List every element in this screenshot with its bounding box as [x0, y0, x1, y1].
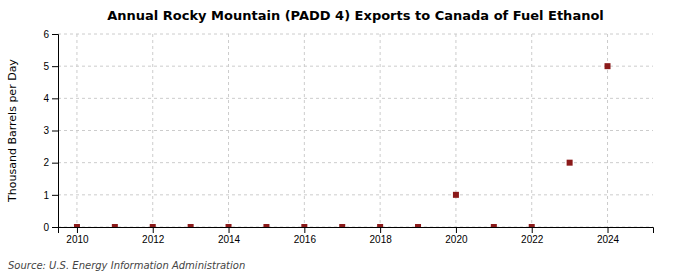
x-tick-mark — [380, 227, 381, 233]
point — [567, 160, 573, 166]
grid-line-y — [58, 162, 653, 163]
y-axis-label: Thousand Barrels per Day — [6, 59, 19, 203]
x-tick-mark — [456, 227, 457, 233]
y-tick: 1 — [43, 190, 58, 201]
chart: 2010 2012 2014 2016 2018 2020 2022 2024 0 1 2 3 4 5 6 A… — [0, 0, 675, 275]
x-tick: 2024 — [597, 227, 620, 245]
y-tick: 3 — [43, 125, 58, 136]
x-tick-label: 2022 — [521, 234, 544, 245]
point — [529, 224, 535, 227]
x-tick-mark — [608, 227, 609, 233]
y-tick-mark — [52, 66, 58, 67]
y-tick-mark — [52, 195, 58, 196]
y-axis: 0 1 2 3 4 5 6 — [43, 29, 58, 233]
x-tick: 2016 — [294, 227, 317, 245]
x-tick: 2022 — [521, 227, 544, 245]
title: Annual Rocky Mountain (PADD 4) Exports t… — [107, 8, 604, 23]
point — [339, 224, 345, 227]
x-tick: 2020 — [445, 227, 468, 245]
point — [605, 63, 611, 69]
y-tick: 0 — [43, 222, 58, 233]
y-axis-line — [52, 35, 59, 228]
y-tick-label: 2 — [43, 157, 49, 168]
x-tick-label: 2012 — [142, 234, 165, 245]
y-tick: 5 — [43, 61, 58, 72]
y-tick: 2 — [43, 157, 58, 168]
x-axis: 2010 2012 2014 2016 2018 2020 2022 2024 — [59, 227, 654, 245]
grid — [58, 34, 653, 227]
grid-line-x — [380, 34, 381, 227]
point — [377, 224, 383, 227]
point — [301, 224, 307, 227]
point — [150, 224, 156, 227]
y-tick-label: 0 — [43, 222, 49, 233]
y-tick-mark — [52, 34, 58, 35]
point — [112, 224, 118, 227]
x-axis-line — [59, 228, 654, 234]
point — [453, 192, 459, 198]
x-tick-label: 2018 — [370, 234, 393, 245]
source-note: Source: U.S. Energy Information Administ… — [8, 260, 245, 271]
x-tick-mark — [532, 227, 533, 233]
grid-line-y — [58, 66, 653, 67]
y-tick-mark — [52, 163, 58, 164]
y-tick-label: 1 — [43, 190, 49, 201]
grid-line-y — [58, 194, 653, 195]
x-tick: 2018 — [370, 227, 393, 245]
point — [263, 224, 269, 227]
points — [74, 63, 611, 227]
grid-line-x — [607, 34, 608, 227]
x-tick: 2014 — [218, 227, 241, 245]
grid-line-y — [58, 98, 653, 99]
point — [415, 224, 421, 227]
y-tick: 6 — [43, 29, 58, 40]
point — [188, 224, 194, 227]
x-tick-label: 2010 — [66, 234, 89, 245]
x-tick-mark — [77, 227, 78, 233]
plot-area: 2010 2012 2014 2016 2018 2020 2022 2024 0 1 2 3 4 5 6 — [43, 29, 653, 245]
x-tick: 2012 — [142, 227, 165, 245]
y-tick-label: 6 — [43, 29, 49, 40]
y-tick-mark — [52, 227, 58, 228]
grid-line-y — [58, 34, 653, 35]
x-tick: 2010 — [66, 227, 89, 245]
y-tick-mark — [52, 131, 58, 132]
y-tick: 4 — [43, 93, 58, 104]
grid-line-y — [58, 130, 653, 131]
point — [226, 224, 232, 227]
x-tick-label: 2024 — [597, 234, 620, 245]
x-tick-mark — [153, 227, 154, 233]
x-tick-label: 2016 — [294, 234, 317, 245]
y-tick-label: 3 — [43, 125, 49, 136]
x-tick-mark — [304, 227, 305, 233]
grid-line-x — [152, 34, 153, 227]
y-tick-label: 5 — [43, 61, 49, 72]
y-tick-mark — [52, 98, 58, 99]
x-tick-label: 2014 — [218, 234, 241, 245]
y-tick-label: 4 — [43, 93, 49, 104]
x-tick-label: 2020 — [445, 234, 468, 245]
point — [74, 224, 80, 227]
point — [491, 224, 497, 227]
x-tick-mark — [229, 227, 230, 233]
